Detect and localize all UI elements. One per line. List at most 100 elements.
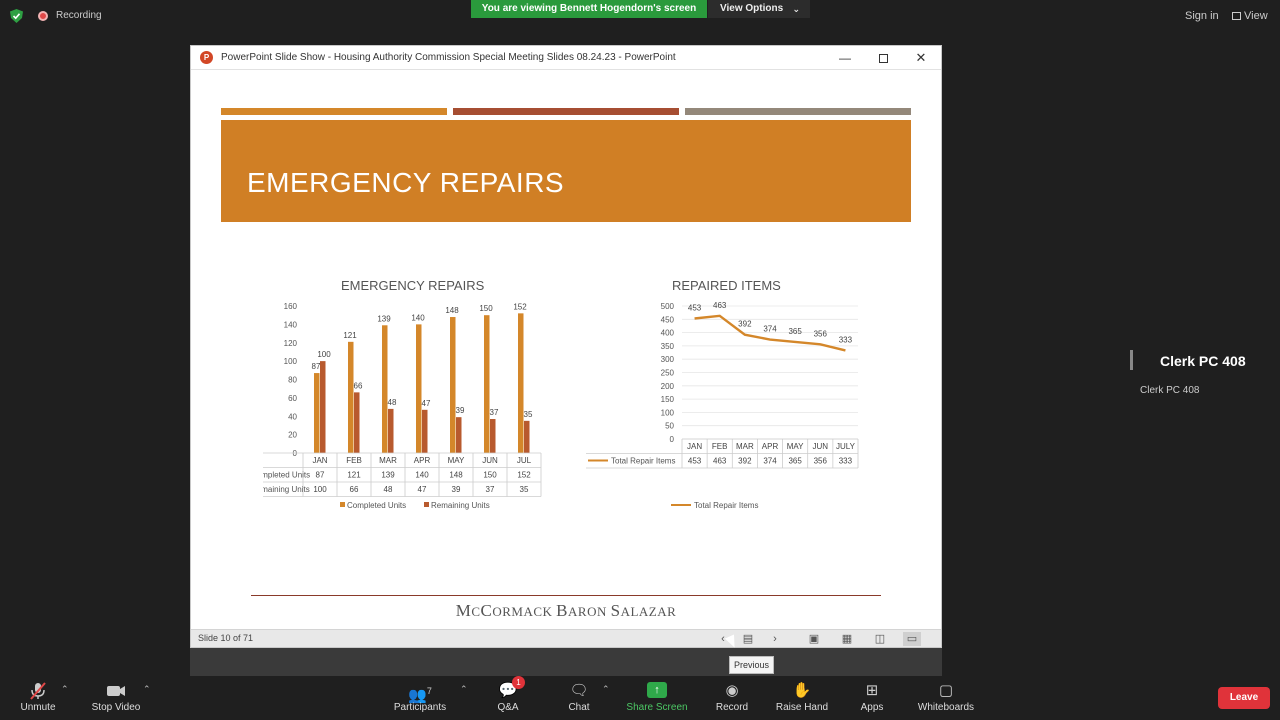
view-options-button[interactable]: View Options ⌄	[708, 0, 810, 18]
footer-divider	[251, 595, 881, 596]
table-cell: 140	[415, 471, 429, 480]
viewing-banner: You are viewing Bennett Hogendorn's scre…	[471, 0, 707, 18]
recording-icon[interactable]	[38, 11, 48, 21]
view-button[interactable]: View	[1232, 10, 1268, 22]
y-tick-label: 100	[284, 357, 298, 366]
participants-button[interactable]: 👥7 Participants	[390, 680, 450, 713]
table-cell: 66	[350, 485, 359, 494]
bar	[518, 313, 524, 453]
data-label: 152	[513, 302, 527, 311]
window-titlebar[interactable]: P PowerPoint Slide Show - Housing Author…	[191, 46, 941, 70]
bar	[388, 408, 394, 453]
chat-button[interactable]: 🗨 Chat	[562, 680, 596, 713]
all-slides-icon[interactable]: ▤	[742, 633, 754, 645]
table-cell: 48	[384, 485, 393, 494]
data-label: 87	[312, 362, 321, 371]
participants-count: 7	[426, 686, 432, 696]
apps-button[interactable]: ⊞ Apps	[856, 680, 888, 713]
y-tick-label: 500	[661, 302, 675, 311]
y-tick-label: 80	[288, 376, 297, 385]
y-tick-label: 20	[288, 431, 297, 440]
normal-view-icon[interactable]: ▣	[808, 633, 820, 645]
bar-chart: 0 20 40 60 80 100 120 140 160 87 100 121 66 139 48 140 4…	[263, 302, 542, 510]
table-cell: 374	[763, 457, 777, 466]
unmute-label: Unmute	[20, 702, 56, 713]
x-tick-label: JUN	[482, 456, 498, 465]
bar	[450, 317, 456, 453]
close-button[interactable]: ✕	[915, 50, 927, 65]
minimize-button[interactable]: —	[839, 51, 851, 65]
raise-hand-icon: ✋	[792, 682, 812, 699]
whiteboards-label: Whiteboards	[917, 702, 975, 713]
bar	[314, 373, 320, 453]
table-cell: 100	[313, 485, 327, 494]
reading-view-icon[interactable]: ◫	[874, 633, 886, 645]
qa-badge: 1	[512, 676, 525, 689]
whiteboards-button[interactable]: ▢ Whiteboards	[914, 680, 978, 713]
stop-video-button[interactable]: Stop Video	[88, 680, 144, 713]
bar	[490, 419, 496, 453]
y-tick-label: 250	[661, 369, 675, 378]
record-icon: ◉	[725, 682, 739, 699]
participants-caret-icon[interactable]: ⌃	[460, 684, 468, 694]
next-slide-icon[interactable]: ›	[773, 633, 777, 645]
slide-sorter-icon[interactable]: ▦	[841, 633, 853, 645]
video-options-caret-icon[interactable]: ⌃	[143, 684, 151, 694]
data-label: 356	[814, 329, 828, 338]
chart-title: REPAIRED ITEMS	[672, 278, 781, 293]
table-cell: 453	[688, 457, 702, 466]
chat-caret-icon[interactable]: ⌃	[602, 684, 610, 694]
window-title: PowerPoint Slide Show - Housing Authorit…	[221, 52, 676, 63]
data-label: 66	[354, 381, 363, 390]
slideshow-status-bar: Slide 10 of 71 ‹ ▤ › ▣ ▦ ◫ ▭	[191, 629, 941, 647]
record-button[interactable]: ◉ Record	[712, 680, 752, 713]
muted-microphone-icon	[30, 682, 46, 700]
data-label: 47	[422, 399, 431, 408]
table-cell: 392	[738, 457, 752, 466]
y-tick-label: 50	[665, 422, 674, 431]
x-tick-label: APR	[414, 456, 431, 465]
leave-button[interactable]: Leave	[1218, 687, 1270, 709]
qa-label: Q&A	[497, 702, 519, 713]
table-cell: 148	[449, 471, 463, 480]
legend-label: Remaining Units	[431, 501, 490, 510]
tooltip: Previous	[729, 656, 775, 674]
legend-marker	[340, 502, 345, 507]
data-label: 39	[456, 406, 465, 415]
participants-icon: 👥7	[408, 686, 432, 704]
series-line	[694, 314, 846, 352]
table-cell: 37	[486, 485, 495, 494]
raise-hand-label: Raise Hand	[775, 702, 829, 713]
share-screen-button[interactable]: ↑ Share Screen	[624, 680, 690, 713]
record-label: Record	[715, 702, 749, 713]
sign-in-link[interactable]: Sign in	[1185, 10, 1219, 22]
y-tick-label: 200	[661, 382, 675, 391]
previous-slide-icon[interactable]: ‹	[721, 633, 725, 645]
maximize-button[interactable]	[865, 48, 901, 68]
slide-show-icon[interactable]: ▭	[903, 632, 921, 646]
raise-hand-button[interactable]: ✋ Raise Hand	[774, 680, 830, 713]
bar	[456, 417, 462, 453]
recording-label[interactable]: Recording	[56, 10, 102, 21]
qa-button[interactable]: 💬 1 Q&A	[490, 676, 526, 713]
bar	[484, 315, 490, 453]
legend-marker	[424, 502, 429, 507]
bar	[422, 409, 428, 453]
table-cell: 333	[839, 457, 853, 466]
slide-title: EMERGENCY REPAIRS	[247, 167, 565, 198]
unmute-button[interactable]: Unmute	[16, 680, 60, 713]
table-cell: 47	[418, 485, 427, 494]
table-cell: 139	[381, 471, 395, 480]
y-tick-label: 120	[284, 339, 298, 348]
data-label: 148	[445, 306, 459, 315]
table-cell: 463	[713, 457, 727, 466]
chat-label: Chat	[568, 702, 590, 713]
shield-icon[interactable]	[10, 9, 23, 23]
data-label: 365	[788, 327, 802, 336]
participants-label: Participants	[393, 702, 447, 713]
slide-counter: Slide 10 of 71	[198, 633, 254, 643]
apps-icon: ⊞	[865, 682, 879, 699]
data-label: 48	[388, 398, 397, 407]
audio-options-caret-icon[interactable]: ⌃	[61, 684, 69, 694]
x-tick-label: JAN	[312, 456, 327, 465]
